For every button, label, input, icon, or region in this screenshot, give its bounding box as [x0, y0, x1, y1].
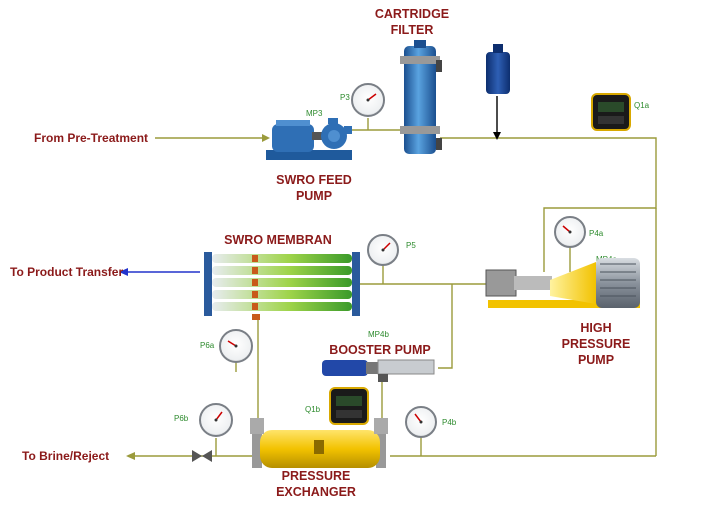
flow-arrows — [119, 96, 501, 460]
cartridge-label-1: CARTRIDGE — [375, 7, 449, 21]
pressure-exchanger — [250, 418, 388, 468]
flow-meter-q1a — [591, 93, 631, 131]
arrow-head-icon — [493, 132, 501, 140]
tag-p3: P3 — [340, 93, 350, 102]
tag-p4a: P4a — [589, 229, 604, 238]
feed-pump-label-1: SWRO FEED — [276, 173, 352, 187]
tag-p5: P5 — [406, 241, 416, 250]
gauge-p3-icon — [351, 83, 385, 117]
hp-label-1: HIGH — [580, 321, 611, 335]
booster-pump-label: BOOSTER PUMP — [329, 343, 430, 357]
tag-p6b: P6b — [174, 414, 189, 423]
arrow-head-icon — [126, 452, 135, 460]
tag-p4b: P4b — [442, 418, 457, 427]
swro-membrane — [204, 252, 360, 320]
hp-label-3: PUMP — [578, 353, 614, 367]
label-to-brine: To Brine/Reject — [22, 449, 109, 463]
brine-valve-icon — [192, 450, 212, 462]
arrow-head-icon — [262, 134, 270, 142]
label-from-pretreatment: From Pre-Treatment — [34, 131, 148, 145]
tag-p6a: P6a — [200, 341, 215, 350]
tag-mp3: MP3 — [306, 109, 323, 118]
tag-q1b: Q1b — [305, 405, 321, 414]
cartridge-filter — [400, 40, 442, 154]
booster-pump — [322, 359, 435, 382]
gauge-p5-icon — [367, 234, 399, 266]
tag-q1a: Q1a — [634, 101, 650, 110]
hp-label-2: PRESSURE — [562, 337, 631, 351]
label-to-product: To Product Transfer — [10, 265, 123, 279]
high-pressure-pump — [485, 258, 640, 308]
tag-mp4b: MP4b — [368, 330, 389, 339]
feed-pump-label-2: PUMP — [296, 189, 332, 203]
arrow-head-icon — [119, 268, 128, 276]
swro-feed-pump — [266, 118, 352, 160]
flow-meter-q1b — [329, 387, 369, 425]
gauge-p4b-icon — [405, 406, 437, 438]
gauge-p6a-icon — [219, 329, 253, 363]
gauge-p6b-icon — [199, 403, 233, 437]
dosing-tank — [486, 44, 510, 94]
px-label-1: PRESSURE — [282, 469, 351, 483]
membrane-label: SWRO MEMBRAN — [224, 233, 332, 247]
membrane-tubes — [212, 254, 352, 311]
gauge-p4a-icon — [554, 216, 586, 248]
cartridge-label-2: FILTER — [391, 23, 434, 37]
px-label-2: EXCHANGER — [276, 485, 356, 499]
